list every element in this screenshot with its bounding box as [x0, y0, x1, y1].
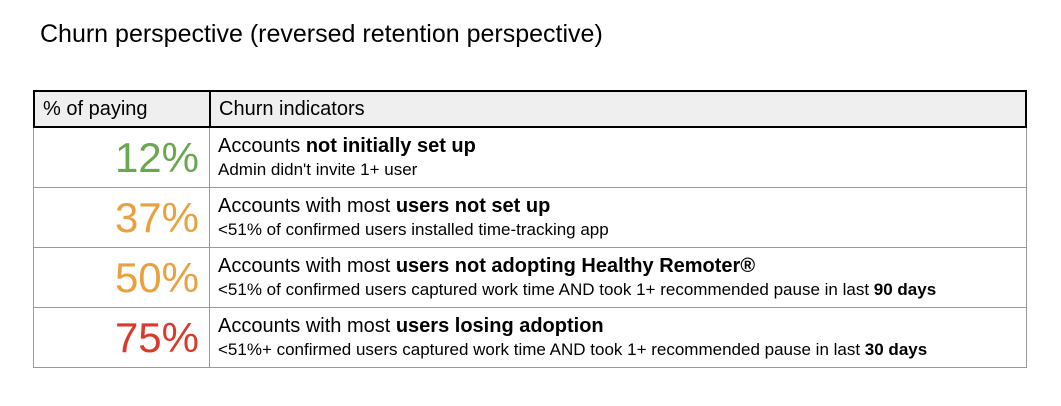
indicator-cell: Accounts not initially set up Admin didn… — [210, 128, 1026, 187]
indicator-title: Accounts with most users not adopting He… — [218, 253, 1018, 279]
header-percent-of-paying: % of paying — [35, 92, 211, 126]
indicator-title-regular: Accounts with most — [218, 255, 396, 277]
indicator-detail-regular: <51% of confirmed users captured work ti… — [218, 280, 874, 299]
indicator-title-bold: users not set up — [395, 195, 551, 217]
indicator-title-regular: Accounts with most — [218, 195, 396, 217]
table-row: 50% Accounts with most users not adoptin… — [34, 247, 1026, 307]
indicator-title-bold: users losing adoption — [395, 315, 604, 337]
indicator-title: Accounts with most users losing adoption — [218, 313, 1018, 339]
indicator-title-bold: not initially set up — [305, 135, 476, 157]
table-header-row: % of paying Churn indicators — [33, 90, 1027, 128]
indicator-detail-bold: 30 days — [864, 340, 928, 359]
indicator-detail-regular: Admin didn't invite 1+ user — [218, 160, 418, 179]
percent-value: 37% — [34, 188, 210, 247]
indicator-detail-regular: <51%+ confirmed users captured work time… — [218, 340, 865, 359]
indicator-cell: Accounts with most users not adopting He… — [210, 248, 1026, 307]
table-row: 75% Accounts with most users losing adop… — [34, 307, 1026, 367]
page-title: Churn perspective (reversed retention pe… — [40, 20, 603, 48]
percent-value: 75% — [34, 308, 210, 367]
indicator-detail: Admin didn't invite 1+ user — [218, 159, 1018, 181]
indicator-title-bold: users not adopting Healthy Remoter® — [395, 255, 756, 277]
indicator-detail-regular: <51% of confirmed users installed time-t… — [218, 220, 609, 239]
indicator-detail-bold: 90 days — [873, 280, 937, 299]
churn-indicators-table: % of paying Churn indicators 12% Account… — [33, 90, 1027, 368]
table-row: 37% Accounts with most users not set up … — [34, 187, 1026, 247]
indicator-title-regular: Accounts with most — [218, 315, 396, 337]
percent-value: 50% — [34, 248, 210, 307]
percent-value: 12% — [34, 128, 210, 187]
indicator-title: Accounts not initially set up — [218, 133, 1018, 159]
indicator-cell: Accounts with most users losing adoption… — [210, 308, 1026, 367]
header-churn-indicators: Churn indicators — [219, 97, 365, 120]
indicator-detail: <51% of confirmed users captured work ti… — [218, 279, 1018, 301]
indicator-title-regular: Accounts — [218, 135, 306, 157]
indicator-title: Accounts with most users not set up — [218, 193, 1018, 219]
indicator-cell: Accounts with most users not set up <51%… — [210, 188, 1026, 247]
table-row: 12% Accounts not initially set up Admin … — [34, 127, 1026, 187]
indicator-detail: <51% of confirmed users installed time-t… — [218, 219, 1018, 241]
indicator-detail: <51%+ confirmed users captured work time… — [218, 339, 1018, 361]
